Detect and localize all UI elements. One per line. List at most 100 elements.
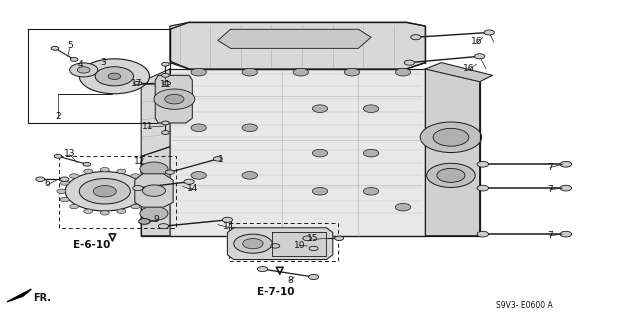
Circle shape (93, 186, 116, 197)
Circle shape (162, 121, 170, 125)
Text: S9V3- E0600 A: S9V3- E0600 A (496, 301, 553, 310)
Circle shape (242, 68, 257, 76)
Circle shape (162, 73, 170, 77)
Circle shape (117, 209, 126, 213)
Circle shape (140, 206, 168, 220)
Circle shape (213, 157, 222, 161)
Circle shape (411, 35, 421, 40)
Polygon shape (218, 29, 371, 48)
Circle shape (134, 81, 142, 85)
Polygon shape (135, 174, 173, 207)
Circle shape (364, 105, 379, 113)
Polygon shape (227, 228, 333, 260)
Text: 11: 11 (160, 80, 172, 89)
Circle shape (560, 185, 572, 191)
Circle shape (477, 161, 488, 167)
Circle shape (162, 62, 170, 66)
Text: 14: 14 (223, 222, 234, 231)
Text: 5: 5 (67, 41, 72, 50)
Circle shape (108, 73, 121, 79)
Polygon shape (272, 232, 326, 256)
Circle shape (222, 217, 232, 222)
Circle shape (117, 169, 126, 174)
Text: 6: 6 (44, 179, 50, 188)
Circle shape (308, 274, 319, 279)
Circle shape (131, 174, 140, 178)
Circle shape (159, 224, 169, 229)
Polygon shape (141, 147, 170, 236)
Circle shape (77, 67, 90, 73)
Circle shape (36, 177, 45, 182)
Circle shape (427, 163, 475, 188)
Circle shape (191, 124, 206, 131)
Circle shape (100, 211, 109, 215)
Circle shape (84, 169, 93, 174)
Text: 16: 16 (470, 38, 482, 47)
Circle shape (309, 246, 318, 251)
Polygon shape (170, 22, 426, 69)
Circle shape (70, 63, 98, 77)
Circle shape (335, 236, 344, 241)
Text: 10: 10 (294, 241, 305, 250)
Text: 1: 1 (218, 155, 224, 164)
Circle shape (560, 231, 572, 237)
Circle shape (65, 172, 145, 211)
Circle shape (433, 128, 468, 146)
Circle shape (420, 122, 481, 152)
Circle shape (271, 244, 280, 248)
Circle shape (51, 47, 59, 50)
Circle shape (165, 94, 184, 104)
Circle shape (60, 181, 69, 185)
Circle shape (57, 189, 66, 194)
Text: 2: 2 (55, 112, 61, 121)
Circle shape (163, 81, 171, 85)
Circle shape (484, 30, 494, 35)
Polygon shape (426, 63, 492, 82)
Circle shape (139, 219, 150, 224)
Text: E-7-10: E-7-10 (257, 287, 294, 297)
Circle shape (364, 149, 379, 157)
Text: 9: 9 (153, 215, 159, 224)
Circle shape (344, 68, 360, 76)
Circle shape (100, 167, 109, 172)
Circle shape (293, 68, 308, 76)
Circle shape (60, 197, 69, 202)
Text: 14: 14 (187, 184, 198, 193)
Circle shape (79, 59, 150, 94)
Circle shape (70, 57, 78, 61)
Circle shape (144, 189, 153, 194)
Circle shape (95, 67, 134, 86)
Circle shape (143, 185, 166, 196)
Circle shape (234, 234, 272, 253)
Circle shape (474, 54, 484, 59)
Circle shape (54, 154, 62, 158)
Text: 3: 3 (100, 58, 106, 67)
Text: 7: 7 (547, 163, 553, 172)
Circle shape (312, 149, 328, 157)
Circle shape (312, 105, 328, 113)
Circle shape (79, 179, 131, 204)
Circle shape (396, 68, 411, 76)
Text: E-6-10: E-6-10 (74, 240, 111, 250)
Text: 13: 13 (64, 149, 76, 158)
Circle shape (437, 168, 465, 182)
Text: 4: 4 (77, 60, 83, 69)
Circle shape (166, 170, 174, 174)
Text: 7: 7 (547, 185, 553, 194)
Circle shape (191, 68, 206, 76)
Circle shape (131, 204, 140, 209)
Polygon shape (141, 69, 170, 156)
Circle shape (154, 89, 195, 109)
Text: 15: 15 (307, 234, 319, 243)
Circle shape (303, 236, 312, 241)
Text: 11: 11 (142, 122, 154, 131)
Text: 16: 16 (463, 64, 474, 73)
Circle shape (242, 172, 257, 179)
Text: FR.: FR. (33, 293, 51, 303)
Text: 7: 7 (547, 231, 553, 240)
Circle shape (184, 179, 194, 184)
Circle shape (140, 162, 168, 176)
Text: 8: 8 (287, 276, 293, 285)
Circle shape (140, 197, 149, 202)
Circle shape (162, 130, 170, 134)
